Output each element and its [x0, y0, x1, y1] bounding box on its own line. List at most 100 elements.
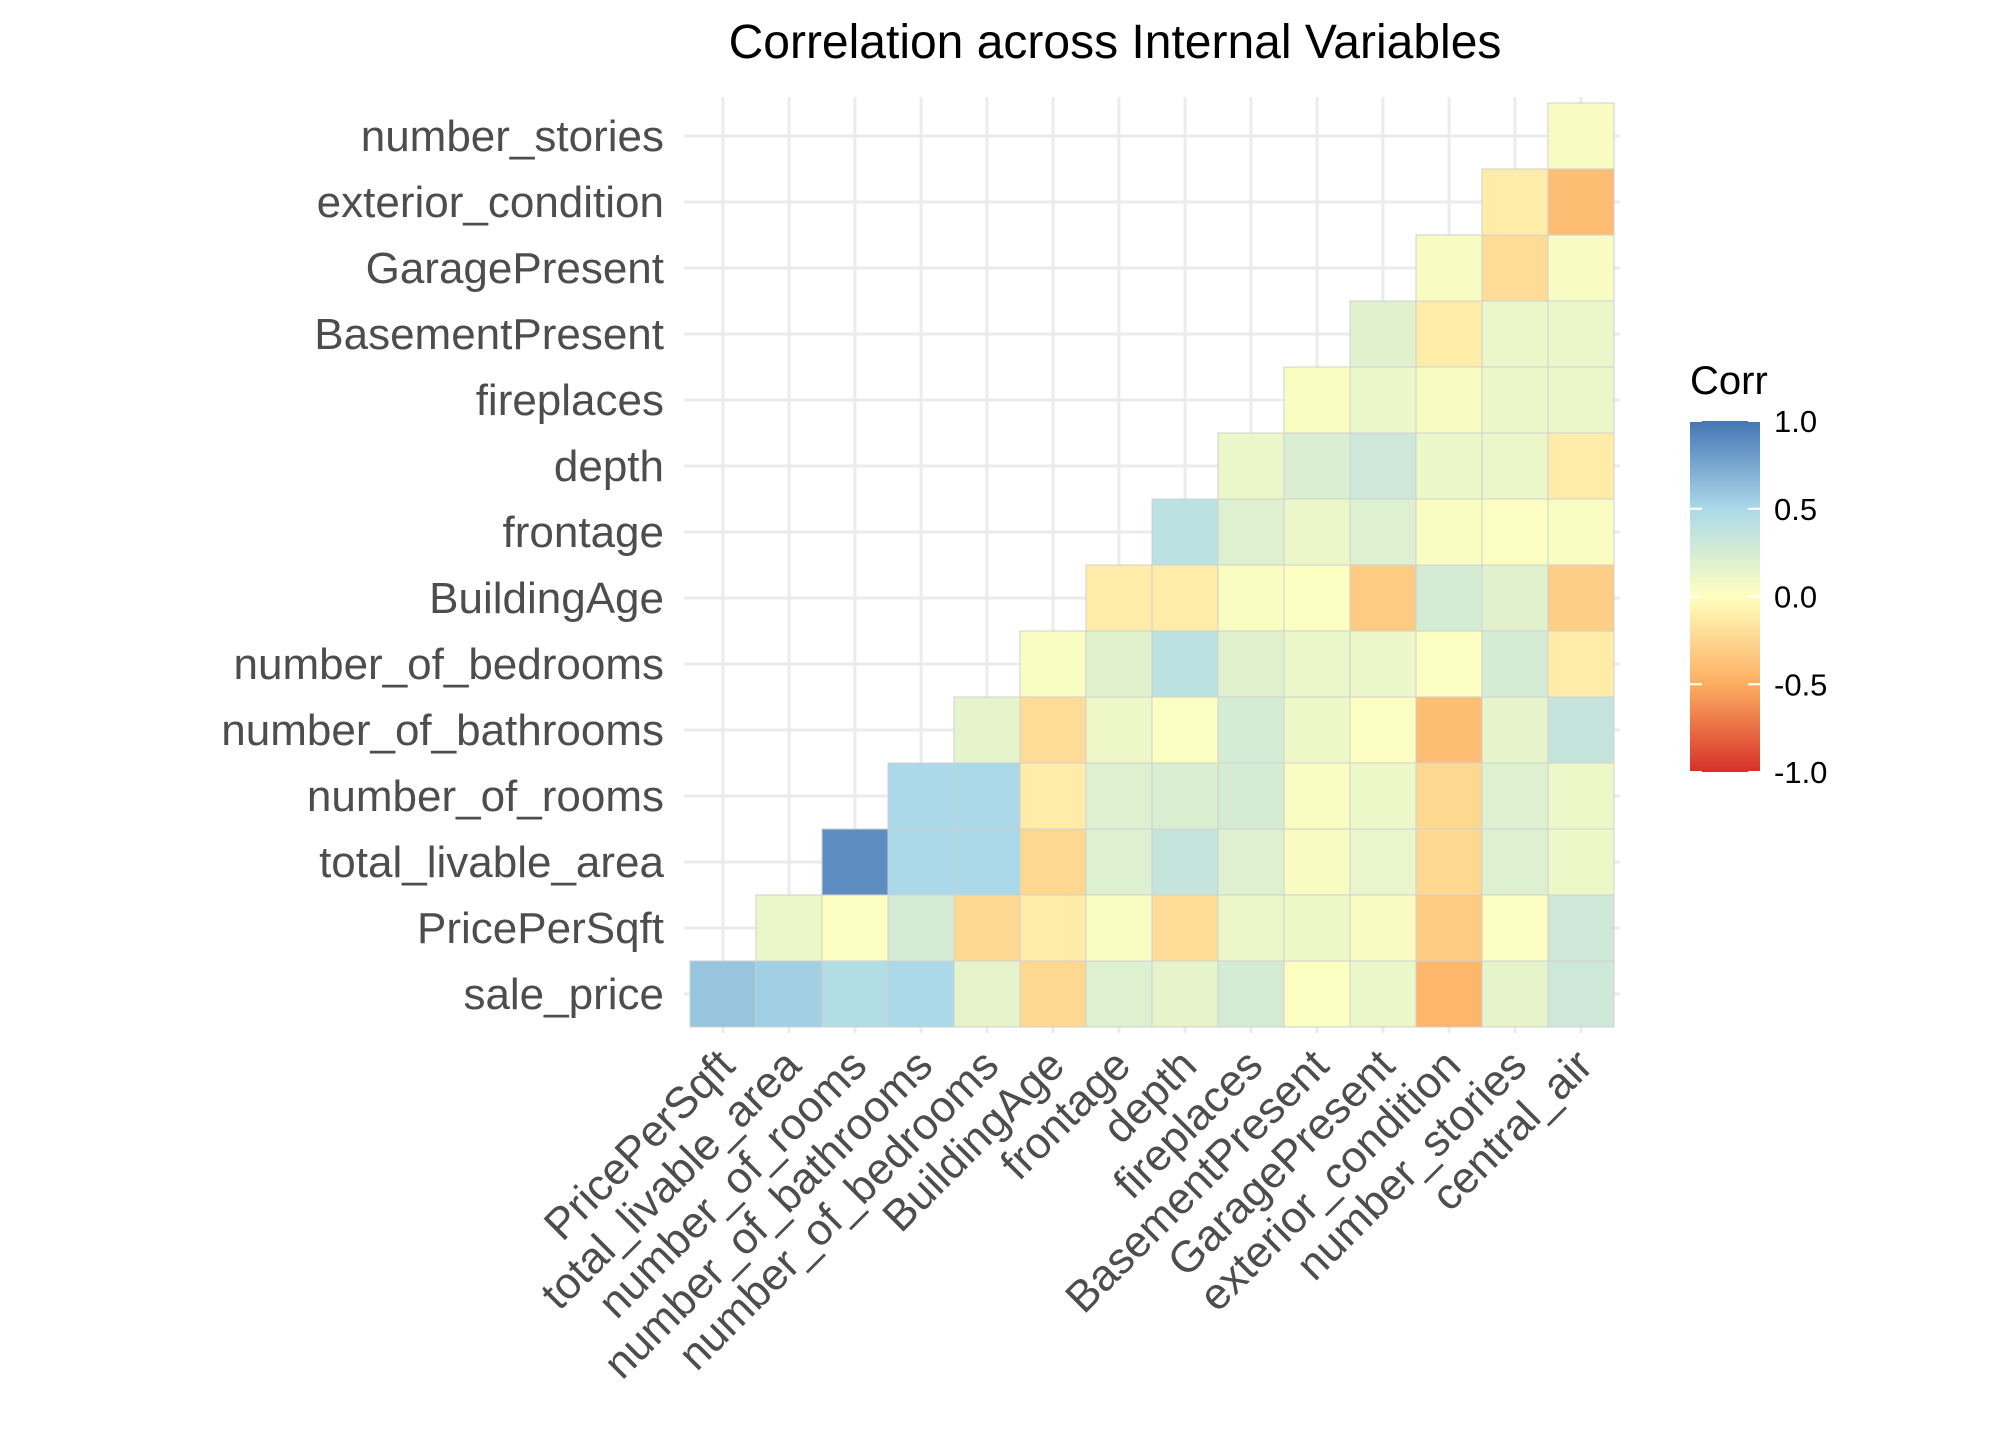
heatmap-cell — [1085, 564, 1153, 632]
heatmap-cell — [1151, 894, 1219, 962]
heatmap-cell — [1481, 366, 1549, 434]
heatmap-cell — [1217, 762, 1285, 830]
heatmap-cell — [1547, 894, 1615, 962]
heatmap-cell — [821, 960, 889, 1028]
heatmap-cell — [1019, 894, 1087, 962]
y-tick-label: BuildingAge — [429, 574, 664, 623]
heatmap-cell — [1481, 960, 1549, 1028]
heatmap-cell — [1283, 894, 1351, 962]
heatmap-cell — [1481, 432, 1549, 500]
heatmap-cell — [1217, 960, 1285, 1028]
heatmap-cell — [1547, 828, 1615, 896]
legend-label: -0.5 — [1774, 667, 1827, 702]
y-tick-label: PricePerSqft — [417, 904, 664, 953]
heatmap-cell — [1283, 960, 1351, 1028]
heatmap-cell — [1415, 432, 1483, 500]
heatmap-cell — [1019, 828, 1087, 896]
heatmap-cell — [887, 762, 955, 830]
heatmap-cell — [1547, 564, 1615, 632]
x-axis-tick-labels: PricePerSqfttotal_livable_areanumber_of_… — [532, 1040, 1603, 1388]
heatmap-cell — [1217, 828, 1285, 896]
heatmap-cell — [953, 894, 1021, 962]
heatmap-cell — [755, 894, 823, 962]
heatmap-cell — [1415, 696, 1483, 764]
heatmap-cell — [1283, 432, 1351, 500]
heatmap-cell — [1349, 828, 1417, 896]
color-legend: Corr 1.0 0.5 0.0 -0.5 -1.0 — [1690, 359, 1827, 790]
heatmap-cell — [1283, 828, 1351, 896]
heatmap-cell — [1151, 762, 1219, 830]
heatmap-cell — [953, 696, 1021, 764]
heatmap-cell — [953, 960, 1021, 1028]
y-tick-label: depth — [554, 442, 664, 491]
heatmap-cell — [821, 828, 889, 896]
y-tick-label: number_of_bedrooms — [234, 640, 664, 689]
heatmap-cell — [1085, 828, 1153, 896]
heatmap-cell — [1481, 762, 1549, 830]
legend-title: Corr — [1690, 359, 1768, 403]
heatmap-cell — [1415, 630, 1483, 698]
heatmap-cell — [1481, 300, 1549, 368]
heatmap-cell — [1019, 630, 1087, 698]
heatmap-cell — [1349, 432, 1417, 500]
heatmap-cell — [1547, 102, 1615, 170]
heatmap-cell — [1217, 498, 1285, 566]
heatmap-cell — [1547, 366, 1615, 434]
heatmap-cell — [1349, 762, 1417, 830]
heatmap-cell — [1283, 498, 1351, 566]
heatmap-cell — [1547, 960, 1615, 1028]
y-tick-label: number_stories — [361, 112, 664, 161]
heatmap-cell — [1283, 564, 1351, 632]
heatmap-cell — [1217, 432, 1285, 500]
heatmap-cell — [755, 960, 823, 1028]
heatmap-cell — [1151, 564, 1219, 632]
heatmap-cell — [1349, 366, 1417, 434]
heatmap-cell — [953, 762, 1021, 830]
heatmap-cell — [953, 828, 1021, 896]
heatmap-cell — [1283, 366, 1351, 434]
heatmap-cell — [1415, 564, 1483, 632]
heatmap-cell — [1151, 696, 1219, 764]
heatmap-cell — [1481, 696, 1549, 764]
heatmap-cell — [1481, 828, 1549, 896]
heatmap-cell — [821, 894, 889, 962]
heatmap-cell — [1481, 498, 1549, 566]
heatmap-cell — [1481, 168, 1549, 236]
heatmap-cell — [1481, 564, 1549, 632]
y-tick-label: frontage — [503, 508, 664, 557]
heatmap-cell — [887, 894, 955, 962]
heatmap-cell — [1349, 696, 1417, 764]
y-tick-label: total_livable_area — [319, 838, 664, 887]
heatmap-cell — [1217, 696, 1285, 764]
heatmap-cell — [1415, 894, 1483, 962]
heatmap-cell — [1085, 894, 1153, 962]
heatmap-cell — [689, 960, 757, 1028]
heatmap-cell — [1283, 630, 1351, 698]
heatmap-cell — [1349, 630, 1417, 698]
heatmap-cell — [1019, 960, 1087, 1028]
heatmap-cell — [1085, 696, 1153, 764]
heatmap-cells — [689, 102, 1615, 1028]
heatmap-cell — [1415, 498, 1483, 566]
heatmap-cell — [1415, 828, 1483, 896]
y-tick-label: number_of_rooms — [307, 772, 664, 821]
y-axis-tick-labels: sale_price PricePerSqft total_livable_area… — [221, 112, 664, 1019]
heatmap-cell — [1547, 630, 1615, 698]
heatmap-cell — [887, 828, 955, 896]
heatmap-cell — [1547, 168, 1615, 236]
heatmap-cell — [1481, 234, 1549, 302]
y-tick-label: number_of_bathrooms — [221, 706, 664, 755]
heatmap-cell — [1349, 960, 1417, 1028]
legend-label: 0.0 — [1774, 580, 1817, 615]
heatmap-cell — [1547, 234, 1615, 302]
heatmap-cell — [1415, 300, 1483, 368]
heatmap-cell — [1217, 894, 1285, 962]
heatmap-cell — [1481, 894, 1549, 962]
heatmap-cell — [1415, 366, 1483, 434]
heatmap-cell — [1547, 498, 1615, 566]
y-tick-label: sale_price — [463, 970, 664, 1019]
y-tick-label: exterior_condition — [317, 178, 664, 227]
heatmap-cell — [887, 960, 955, 1028]
